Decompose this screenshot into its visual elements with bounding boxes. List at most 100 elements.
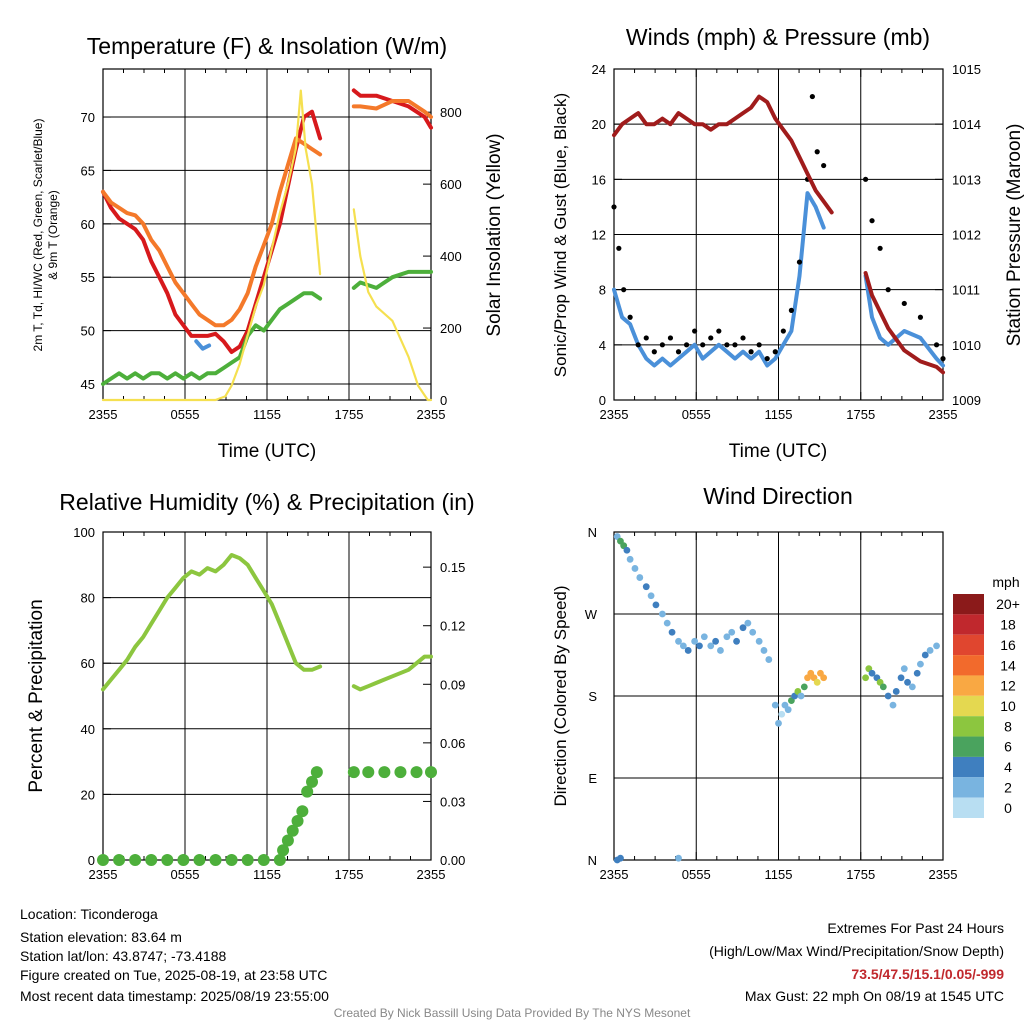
- y-tick-label: 0: [88, 853, 95, 868]
- x-tick-label: 1155: [765, 867, 793, 882]
- colorbar-label: 10: [1000, 698, 1016, 714]
- y-tick-label: N: [588, 525, 597, 540]
- x-tick-label: 1755: [846, 407, 875, 422]
- series-point: [764, 356, 770, 362]
- y-tick-label: 24: [592, 62, 606, 77]
- direction-point: [900, 665, 908, 673]
- series-point: [901, 300, 907, 307]
- y2-tick-label: 1014: [952, 117, 981, 132]
- x-tick-label: 0555: [682, 867, 711, 882]
- x-axis-title: Time (UTC): [729, 441, 828, 462]
- direction-point: [926, 647, 934, 654]
- colorbar-label: 6: [1004, 739, 1012, 755]
- series-point: [378, 766, 391, 779]
- direction-point: [675, 854, 682, 862]
- colorbar-cell: [953, 655, 984, 676]
- series-point: [281, 834, 294, 847]
- direction-point: [728, 628, 736, 636]
- series-point: [788, 307, 795, 313]
- series-point: [394, 766, 407, 779]
- x-axis-title: Time (UTC): [218, 441, 317, 462]
- direction-point: [884, 692, 892, 700]
- x-tick-label: 0555: [171, 867, 200, 882]
- colorbar-label: 2: [1004, 779, 1012, 795]
- series-point: [659, 342, 665, 348]
- series-point: [732, 342, 738, 348]
- series-point: [724, 342, 730, 348]
- series-point: [862, 176, 869, 182]
- series-point: [933, 342, 940, 348]
- y-tick-label: 100: [73, 525, 95, 540]
- direction-point: [820, 674, 828, 682]
- colorbar-cell: [953, 736, 984, 757]
- colorbar-label: 0: [1004, 800, 1012, 816]
- direction-point: [749, 628, 757, 636]
- series-point: [241, 854, 254, 866]
- y-tick-label: 4: [599, 338, 606, 353]
- series-point: [296, 805, 309, 818]
- extremes-title: Extremes For Past 24 Hours: [827, 920, 1004, 936]
- chart-title: Relative Humidity (%) & Precipitation (i…: [59, 489, 474, 515]
- series-point: [869, 218, 875, 224]
- direction-point: [647, 592, 655, 600]
- y2-tick-label: 1011: [952, 283, 980, 298]
- direction-point: [712, 637, 720, 645]
- direction-point: [617, 854, 624, 862]
- colorbar-label: 12: [1000, 678, 1016, 694]
- y2-tick-label: 200: [440, 321, 462, 336]
- x-tick-label: 2355: [89, 407, 118, 422]
- direction-point: [723, 633, 731, 641]
- colorbar-label: 14: [1000, 657, 1016, 673]
- colorbar-title: mph: [992, 574, 1019, 590]
- x-tick-label: 0555: [682, 407, 711, 422]
- series-point: [700, 342, 706, 348]
- y-tick-label: 55: [81, 270, 95, 285]
- y-tick-label: 60: [81, 656, 95, 671]
- y2-tick-label: 0.12: [440, 619, 465, 634]
- direction-point: [917, 660, 924, 668]
- direction-point: [800, 683, 808, 691]
- direction-point: [813, 678, 821, 686]
- y-tick-label: 16: [592, 172, 606, 187]
- direction-point: [696, 642, 703, 650]
- direction-point: [733, 637, 740, 645]
- colorbar-label: 18: [1000, 617, 1016, 633]
- y2-tick-label: 0.09: [440, 677, 465, 692]
- direction-point: [642, 583, 650, 591]
- y2-tick-label: 800: [440, 105, 462, 120]
- series-point: [177, 854, 190, 866]
- colorbar-cell: [953, 756, 984, 778]
- series-line: [101, 99, 433, 328]
- y-tick-label: 0: [599, 393, 606, 408]
- series-point: [225, 854, 238, 866]
- x-tick-label: 1155: [765, 407, 793, 422]
- x-tick-label: 2355: [600, 867, 629, 882]
- y-tick-label: 80: [81, 591, 95, 606]
- series-point: [129, 854, 142, 866]
- y2-tick-label: 0.06: [440, 736, 465, 751]
- direction-point: [862, 674, 869, 682]
- series-point: [257, 854, 270, 866]
- direction-point: [778, 710, 786, 718]
- series-point: [877, 245, 883, 251]
- direction-point: [707, 642, 715, 650]
- direction-point: [652, 601, 660, 609]
- y-tick-label: 40: [81, 722, 95, 737]
- y2-tick-label: 0: [440, 393, 447, 408]
- y-tick-label: 65: [81, 163, 95, 178]
- series-line: [612, 94, 945, 375]
- y2-tick-label: 1015: [952, 62, 981, 77]
- x-tick-label: 1755: [335, 407, 364, 422]
- series-line: [194, 339, 212, 351]
- chart-title: Wind Direction: [703, 483, 853, 509]
- footer-elevation: Station elevation: 83.64 m: [20, 929, 182, 945]
- direction-point: [933, 642, 940, 650]
- series-point: [97, 854, 109, 866]
- chart-title: Temperature (F) & Insolation (W/m): [87, 33, 447, 59]
- x-tick-label: 2355: [417, 407, 446, 422]
- direction-point: [897, 674, 905, 682]
- series-point: [161, 854, 174, 866]
- x-tick-label: 2355: [929, 867, 958, 882]
- direction-point: [675, 637, 682, 645]
- x-tick-label: 1755: [846, 867, 875, 882]
